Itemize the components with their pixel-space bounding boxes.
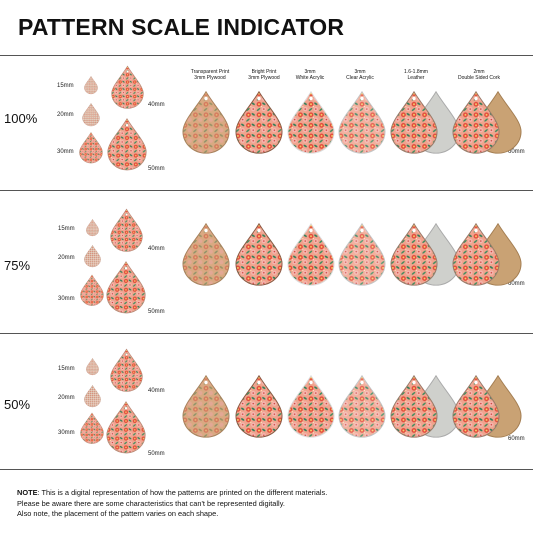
teardrop-white-acrylic	[287, 90, 335, 154]
size-label-15: 15mm	[58, 226, 75, 232]
teardrop-sample-30mm	[79, 131, 103, 164]
size-label-15: 15mm	[57, 83, 74, 89]
divider	[0, 333, 533, 334]
size-label-50: 50mm	[148, 451, 165, 457]
teardrop-bright-print	[235, 374, 283, 438]
note-label: NOTE	[17, 488, 38, 497]
teardrop-bright-print	[235, 90, 283, 154]
teardrop-white-acrylic	[287, 222, 335, 286]
column-header-leather: 1.6-1.8mm Leather	[404, 69, 428, 82]
divider	[0, 469, 533, 470]
scale-label-75: 75%	[4, 258, 31, 273]
teardrop-leather	[390, 90, 438, 154]
size-label-60: 60mm	[508, 149, 525, 155]
teardrop-leather	[390, 374, 438, 438]
teardrop-sample-20mm	[82, 103, 100, 127]
size-label-40: 40mm	[148, 246, 165, 252]
teardrop-sample-50mm	[107, 118, 147, 171]
column-header-clear-acrylic: 3mm Clear Acrylic	[346, 69, 374, 82]
divider	[0, 190, 533, 191]
teardrop-white-acrylic	[287, 374, 335, 438]
note-line-1: : This is a digital representation of ho…	[37, 488, 328, 497]
column-header-transparent-print: Transparent Print 3mm Plywood	[190, 69, 230, 82]
teardrop-sample-15mm	[84, 76, 98, 95]
teardrop-sample-50mm	[106, 401, 146, 454]
note-line-3: Also note, the placement of the pattern …	[17, 509, 219, 519]
teardrop-sample-30mm	[80, 412, 104, 444]
size-label-50: 50mm	[148, 309, 165, 315]
column-header-bright-print: Bright Print 3mm Plywood	[248, 69, 280, 82]
teardrop-clear-acrylic	[338, 90, 386, 154]
size-label-50: 50mm	[148, 166, 165, 172]
teardrop-transparent-print	[182, 90, 230, 154]
teardrop-sample-20mm	[84, 245, 101, 268]
size-label-60: 60mm	[508, 281, 525, 287]
teardrop-transparent-print	[182, 222, 230, 286]
teardrop-sample-40mm	[111, 65, 144, 109]
note-line-2: Please be aware there are some character…	[17, 498, 285, 508]
size-label-40: 40mm	[148, 102, 165, 108]
disclaimer-note: NOTE: This is a digital representation o…	[17, 488, 522, 520]
column-header-white-acrylic: 3mm White Acrylic	[295, 69, 325, 82]
teardrop-leather	[390, 222, 438, 286]
size-label-20: 20mm	[57, 112, 74, 118]
teardrop-sample-15mm	[86, 358, 99, 376]
size-label-30: 30mm	[58, 430, 75, 436]
divider	[0, 55, 533, 56]
teardrop-sample-40mm	[110, 208, 143, 252]
size-label-30: 30mm	[58, 296, 75, 302]
column-header-cork: 2mm Double Sided Cork	[458, 69, 500, 82]
scale-label-100: 100%	[4, 111, 38, 126]
size-label-60: 60mm	[508, 436, 525, 442]
teardrop-cork	[452, 90, 500, 154]
page-title: PATTERN SCALE INDICATOR	[18, 14, 345, 40]
size-label-20: 20mm	[58, 395, 75, 401]
teardrop-sample-20mm	[84, 385, 101, 408]
teardrop-sample-30mm	[80, 274, 104, 306]
teardrop-clear-acrylic	[338, 222, 386, 286]
teardrop-transparent-print	[182, 374, 230, 438]
teardrop-sample-50mm	[106, 261, 146, 314]
size-label-20: 20mm	[58, 255, 75, 261]
teardrop-bright-print	[235, 222, 283, 286]
size-label-30: 30mm	[57, 149, 74, 155]
teardrop-sample-15mm	[86, 219, 99, 237]
teardrop-cork	[452, 374, 500, 438]
teardrop-clear-acrylic	[338, 374, 386, 438]
size-label-15: 15mm	[58, 366, 75, 372]
scale-label-50: 50%	[4, 397, 31, 412]
teardrop-cork	[452, 222, 500, 286]
size-label-40: 40mm	[148, 388, 165, 394]
teardrop-sample-40mm	[110, 348, 143, 392]
